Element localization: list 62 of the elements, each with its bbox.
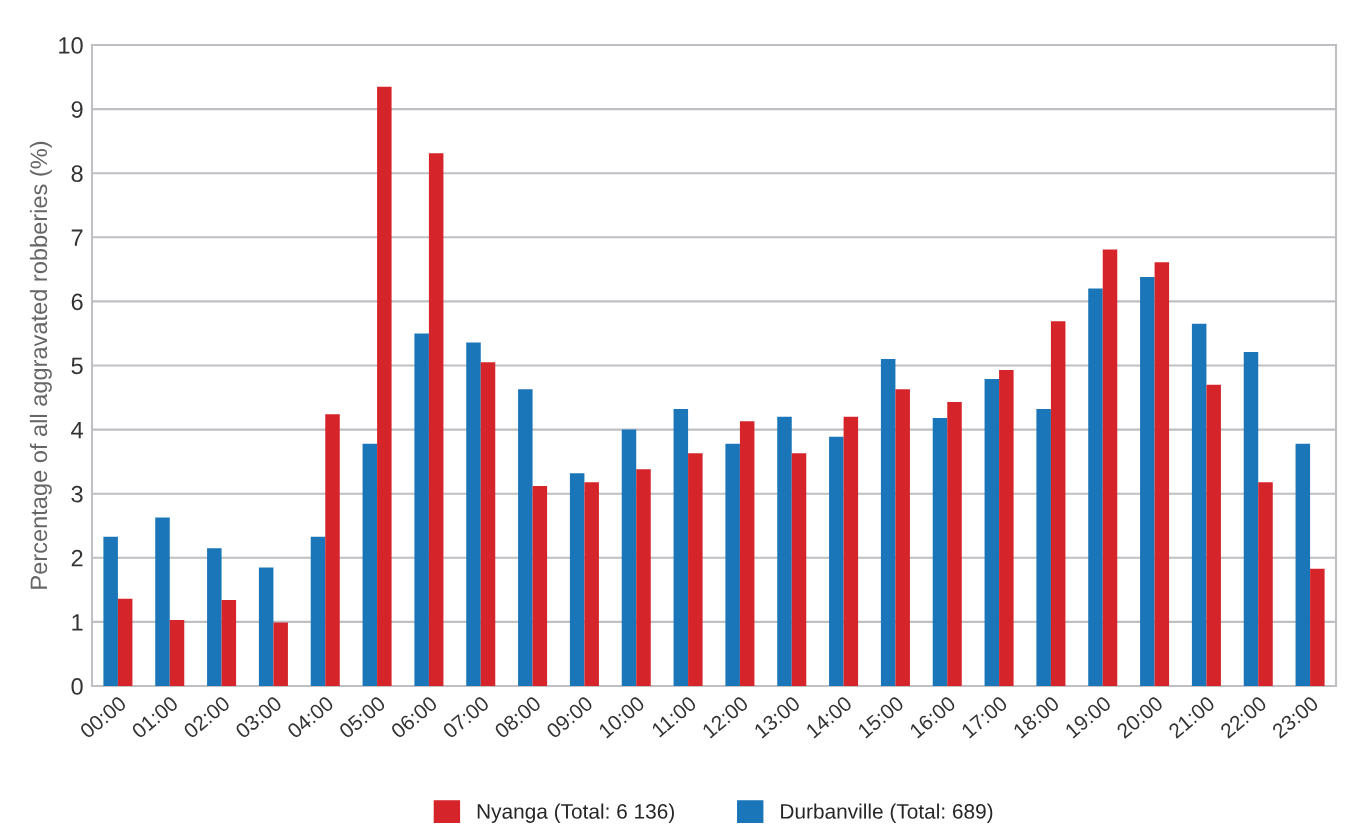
bar	[207, 548, 222, 686]
bar	[725, 443, 740, 686]
y-tick-label: 1	[72, 614, 83, 631]
bar	[1088, 288, 1103, 686]
legend-label: Durbanville (Total: 689)	[781, 803, 993, 823]
bar	[221, 600, 237, 686]
y-tick-label: 5	[71, 357, 83, 375]
bar	[1206, 384, 1221, 686]
bar	[739, 421, 755, 686]
y-tick-label: 10	[59, 37, 83, 54]
bar	[258, 567, 274, 686]
y-axis-title: Percentage of all aggravated robberies (%)	[29, 141, 52, 589]
bar	[325, 414, 340, 686]
bar	[1295, 443, 1311, 686]
bar	[1258, 482, 1273, 686]
bar	[777, 416, 792, 686]
y-tick-label: 6	[71, 293, 83, 311]
bar	[1154, 262, 1170, 686]
bar	[518, 389, 533, 686]
bar	[1243, 352, 1259, 686]
bar	[1310, 568, 1325, 686]
bar	[673, 409, 689, 686]
bar	[999, 369, 1014, 686]
bar	[895, 389, 910, 686]
bar	[428, 153, 444, 686]
bar	[791, 453, 807, 686]
bar	[310, 536, 326, 686]
bar	[688, 453, 703, 686]
bar	[362, 443, 378, 686]
bar	[947, 402, 962, 686]
bar	[829, 436, 844, 686]
y-tick-label: 0	[71, 678, 83, 695]
bar	[880, 359, 896, 686]
y-tick-label: 8	[71, 165, 83, 182]
y-tick-label: 3	[71, 485, 83, 503]
bar	[466, 342, 481, 686]
bar	[155, 517, 170, 686]
bar	[480, 362, 496, 686]
bar	[377, 86, 392, 686]
y-tick-label: 7	[71, 229, 83, 246]
bar	[1191, 323, 1207, 686]
y-tick-label: 2	[71, 549, 83, 567]
bar	[1036, 409, 1051, 686]
bar	[636, 469, 651, 686]
bar	[117, 598, 133, 686]
y-tick-label: 4	[71, 421, 83, 439]
y-tick-label: 9	[71, 101, 83, 118]
bar	[1140, 277, 1155, 686]
bar	[843, 416, 859, 686]
bar	[984, 378, 1000, 686]
bar	[584, 482, 599, 686]
bar	[414, 333, 429, 686]
bar	[532, 486, 548, 686]
bar	[1102, 249, 1118, 686]
bar	[569, 473, 585, 686]
bar	[621, 429, 637, 686]
bar	[932, 418, 948, 686]
bar	[1050, 321, 1066, 686]
bar	[273, 622, 288, 686]
legend-label: Nyanga (Total: 6 136)	[477, 803, 674, 823]
bar	[169, 619, 185, 686]
bar	[103, 536, 118, 686]
